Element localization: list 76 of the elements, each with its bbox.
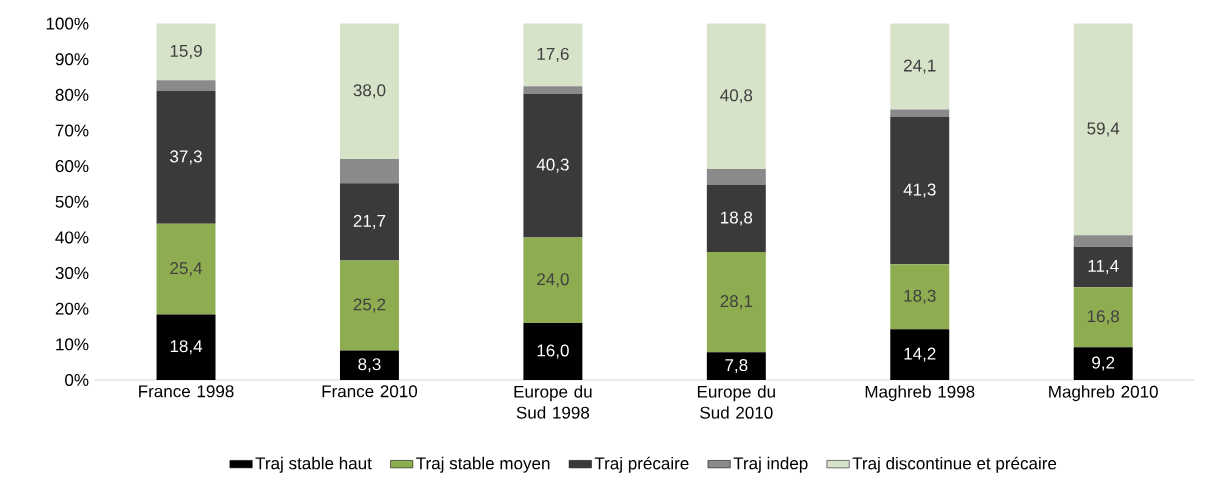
- y-tick-label: 40%: [55, 231, 89, 244]
- bar: [1073, 347, 1133, 380]
- bar: [706, 251, 766, 353]
- bar: [1073, 287, 1133, 348]
- data-label: 14,2: [904, 347, 936, 362]
- bar: [156, 223, 216, 315]
- y-tick-label: 90%: [55, 53, 89, 66]
- bar: [156, 90, 216, 224]
- legend-label: Traj précaire: [594, 456, 689, 473]
- legend-label: Traj stable haut: [255, 456, 372, 473]
- data-label: 41,3: [903, 183, 936, 198]
- bar: [339, 350, 399, 380]
- bar: [706, 23, 766, 169]
- bar: [890, 109, 950, 117]
- data-label: 24,1: [904, 59, 936, 74]
- y-tick-label: 60%: [55, 160, 89, 173]
- data-label: 7,8: [725, 358, 748, 374]
- bar: [339, 158, 399, 184]
- data-label: 11,4: [1088, 259, 1119, 274]
- data-label: 40,8: [720, 89, 753, 104]
- legend-label: Traj indep: [733, 456, 808, 473]
- bar: [890, 329, 950, 380]
- y-tick-label: 30%: [55, 266, 89, 280]
- y-tick-label: 0%: [65, 373, 89, 386]
- bar: [156, 23, 216, 81]
- y-tick-label: 80%: [55, 88, 89, 101]
- data-label: 25,4: [170, 262, 203, 277]
- bar: [339, 260, 399, 351]
- bar: [890, 23, 950, 110]
- x-tick-label: Europe du Sud 1998: [514, 385, 592, 419]
- legend-label: Traj discontinue et précaire: [852, 456, 1057, 473]
- data-label: 16,8: [1087, 310, 1120, 325]
- data-label: 25,2: [353, 298, 386, 313]
- x-tick-label: Europe du Sud 2010: [697, 385, 775, 419]
- bar: [1073, 23, 1133, 236]
- data-label: 40,3: [536, 158, 569, 173]
- y-tick-label: 20%: [55, 302, 89, 315]
- data-label: 17,6: [537, 47, 569, 62]
- x-tick-label: France 2010: [322, 385, 418, 398]
- x-tick-label: Maghreb 1998: [865, 385, 975, 402]
- y-tick-label: 100%: [46, 17, 89, 30]
- bar: [339, 23, 399, 159]
- y-tick-label: 70%: [55, 124, 89, 137]
- x-tick-label: France 1998: [139, 385, 234, 398]
- data-label: 59,4: [1087, 122, 1120, 137]
- data-label: 15,9: [170, 44, 202, 59]
- data-label: 8,3: [358, 358, 381, 373]
- bar: [156, 314, 216, 380]
- data-label: 24,0: [537, 273, 569, 288]
- data-label: 18,3: [904, 289, 936, 304]
- bar: [523, 93, 583, 238]
- bar: [890, 264, 950, 330]
- data-label: 9,2: [1092, 356, 1115, 371]
- bar: [523, 322, 583, 380]
- y-tick-label: 10%: [56, 338, 89, 351]
- data-label: 28,1: [720, 294, 753, 310]
- legend-label: Traj stable moyen: [416, 456, 550, 473]
- bar: [523, 86, 583, 94]
- data-label: 37,3: [170, 150, 202, 165]
- bar: [706, 352, 766, 380]
- data-label: 21,7: [353, 214, 386, 229]
- data-label: 38,0: [353, 84, 386, 99]
- y-tick-label: 50%: [55, 195, 89, 208]
- data-label: 16,0: [537, 344, 569, 359]
- bar: [339, 183, 399, 261]
- x-tick-label: Maghreb 2010: [1049, 385, 1158, 402]
- bar: [1073, 235, 1133, 247]
- bar: [706, 168, 766, 185]
- bar: [523, 237, 583, 323]
- data-label: 18,4: [170, 340, 203, 355]
- bar: [1073, 246, 1133, 288]
- data-label: 18,8: [721, 211, 753, 226]
- bar: [890, 116, 950, 265]
- bar: [156, 80, 216, 91]
- bar: [706, 184, 766, 252]
- bar: [523, 23, 583, 87]
